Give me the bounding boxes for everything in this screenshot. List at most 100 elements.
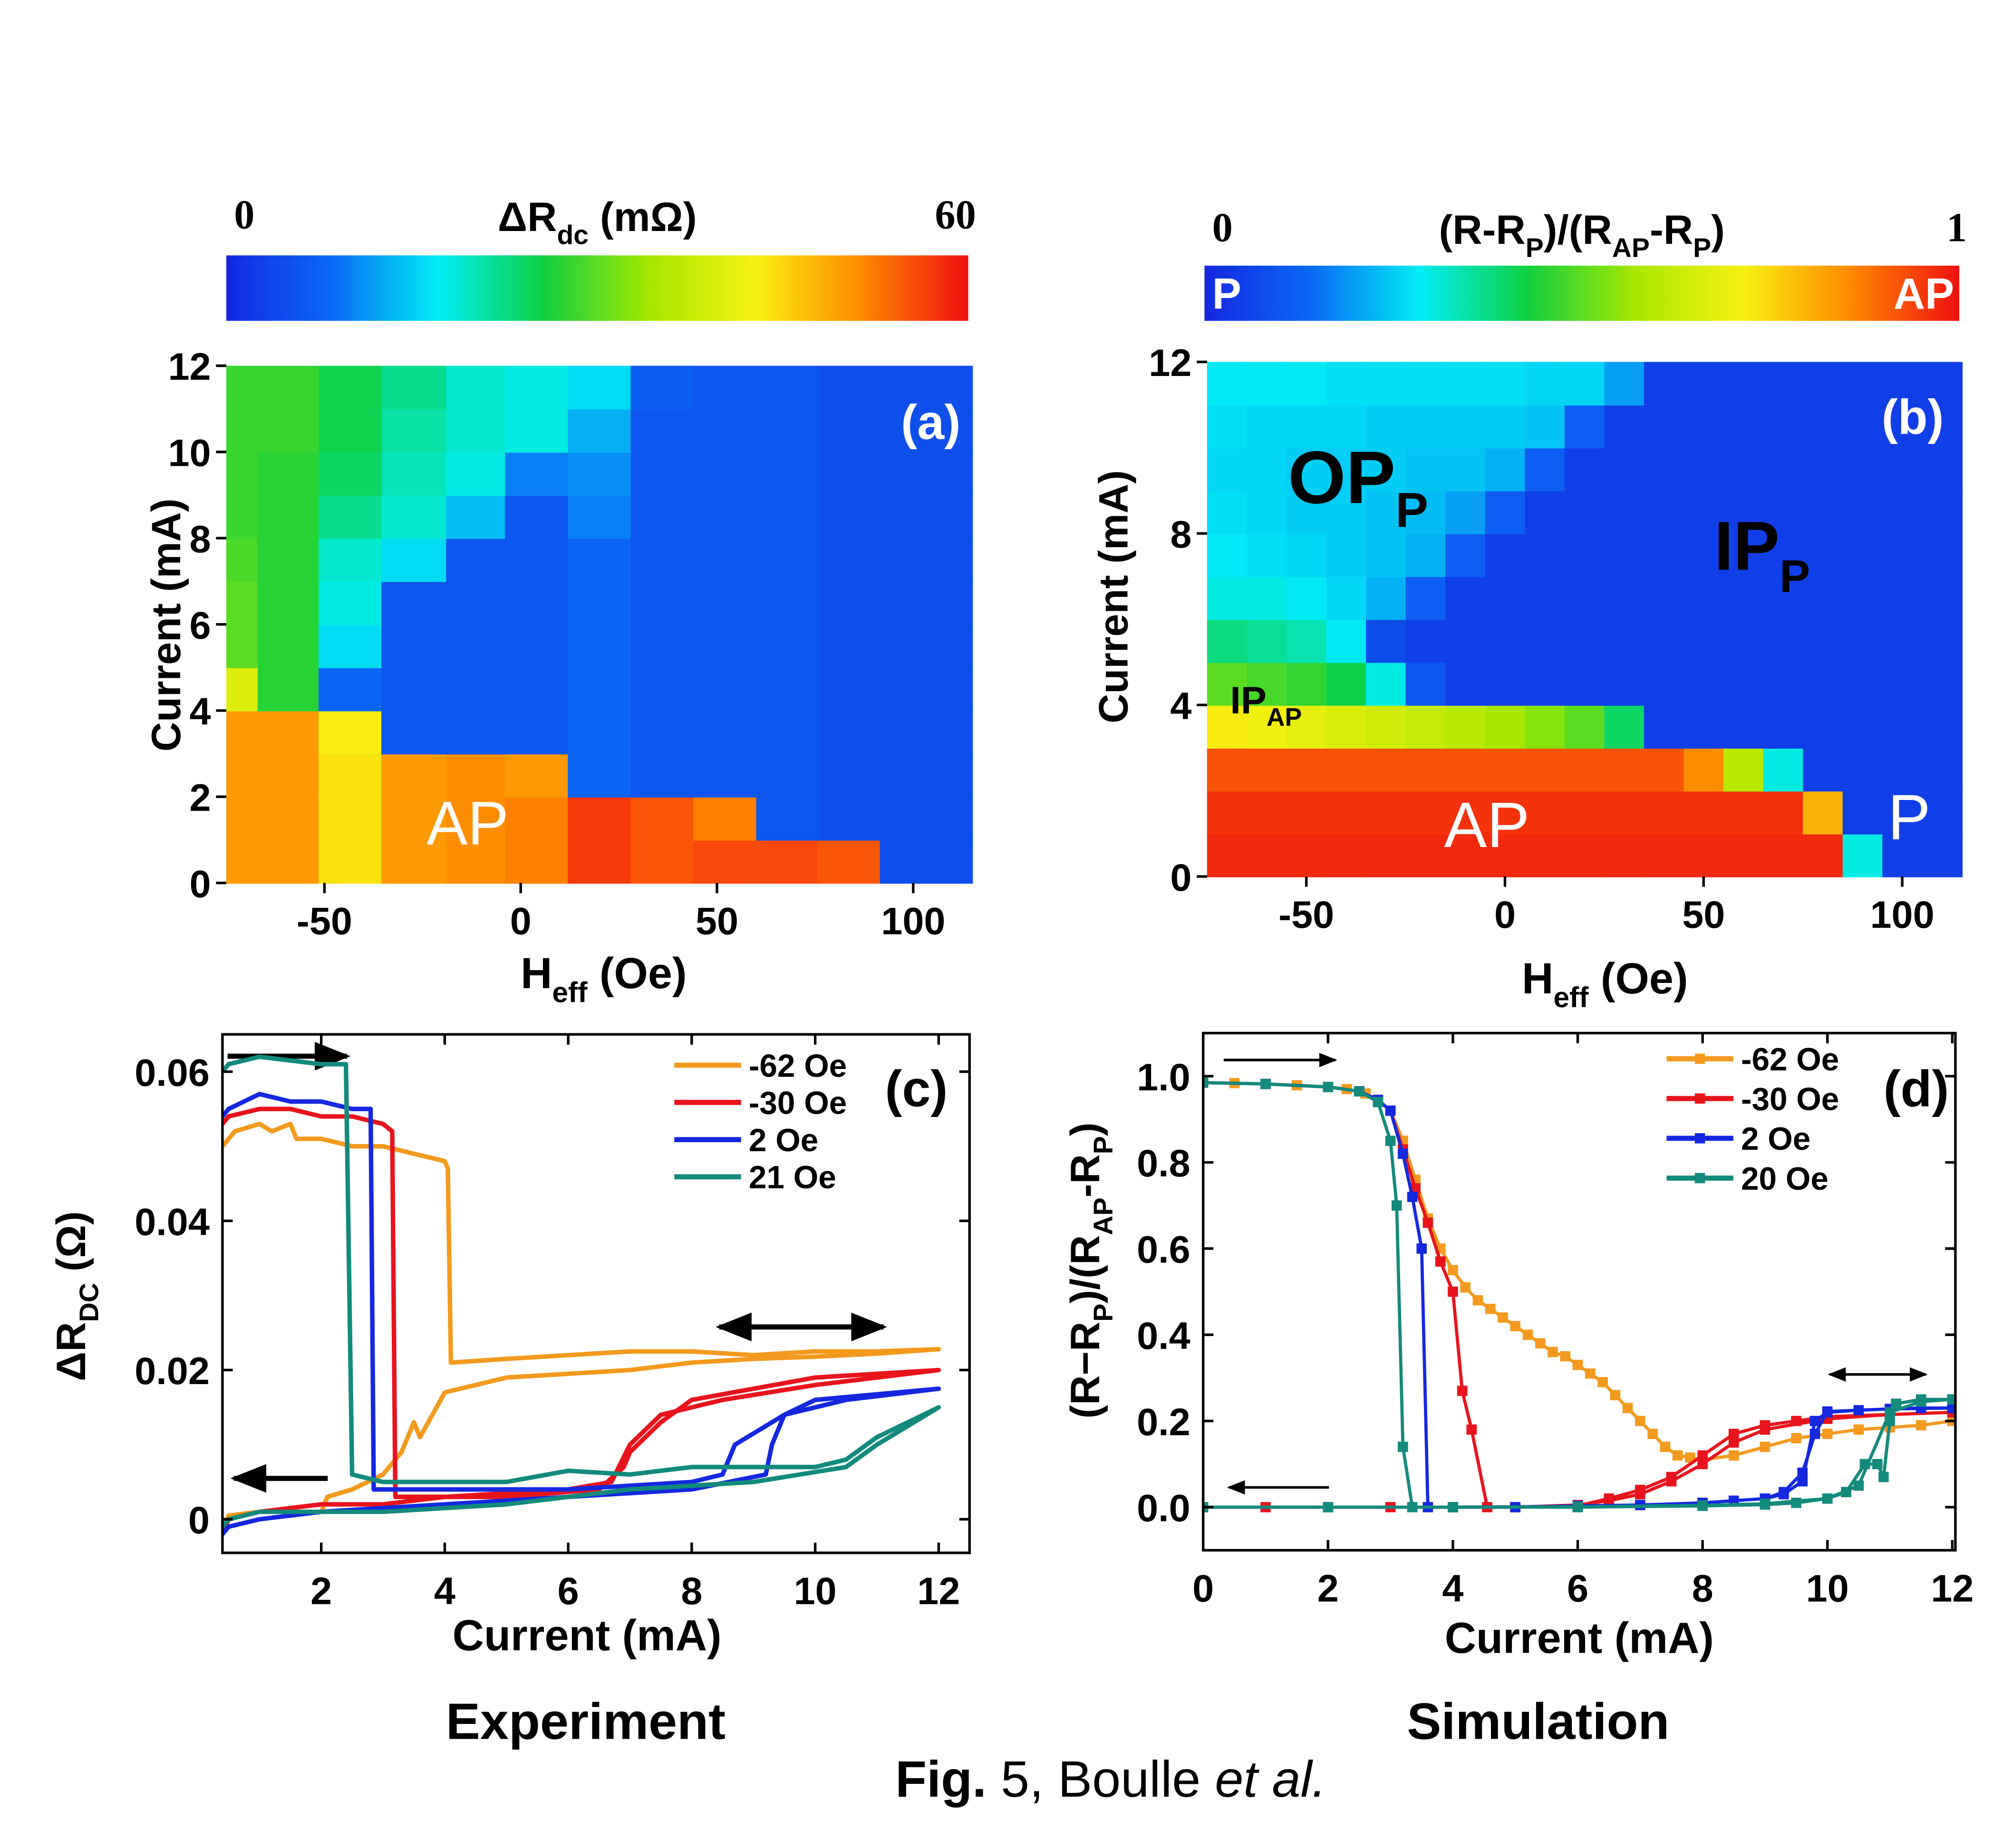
heatmap-cell <box>756 409 818 453</box>
colorbar <box>1204 265 1959 321</box>
heatmap-cell <box>1286 790 1327 835</box>
heatmap-cell <box>1803 576 1844 620</box>
series-marker <box>1728 1428 1739 1439</box>
series-marker <box>1472 1295 1483 1306</box>
heatmap-cell <box>1366 619 1407 663</box>
heatmap-cell <box>226 624 259 668</box>
text-part: 5, Boulle <box>987 1750 1215 1808</box>
heatmap-cell <box>817 495 881 539</box>
heatmap-cell <box>693 366 757 410</box>
series-marker <box>1510 1321 1521 1331</box>
series-marker <box>1797 1476 1808 1487</box>
heatmap-cell <box>1286 619 1327 663</box>
series-marker <box>1853 1405 1864 1415</box>
heatmap-cell <box>1326 619 1367 663</box>
heatmap-cell <box>1326 576 1367 620</box>
heatmap-cell <box>817 538 881 582</box>
heatmap-cell <box>1286 662 1327 706</box>
heatmap-cell <box>1922 748 1963 792</box>
text-part: (a) <box>901 395 960 449</box>
heatmap-cell <box>319 452 382 496</box>
y-tick-label: 4 <box>190 691 211 733</box>
heatmap-cell <box>1723 362 1764 406</box>
heatmap-cell <box>630 753 695 798</box>
heatmap-cell <box>630 495 695 539</box>
heatmap-cell <box>1604 662 1645 706</box>
text-part: (R−R <box>1063 1322 1108 1419</box>
series-marker <box>1323 1082 1334 1092</box>
y-tick-label: 1.0 <box>1137 1056 1190 1099</box>
heatmap-cell <box>381 538 447 582</box>
legend-label: 21 Oe <box>749 1160 836 1195</box>
series-marker <box>1585 1368 1596 1379</box>
heatmap-cell <box>1405 576 1446 620</box>
y-tick-label: 0 <box>1170 857 1191 899</box>
series-marker <box>1498 1312 1508 1323</box>
heatmap-cell <box>1683 833 1724 877</box>
series-marker <box>1385 1136 1396 1146</box>
heatmap-cell <box>1922 404 1963 449</box>
text-part: Fig. <box>895 1750 987 1808</box>
heatmap-cell <box>1445 362 1486 406</box>
heatmap-cell <box>1564 705 1605 749</box>
text-part: IP <box>1230 679 1267 722</box>
heatmap-cell <box>1485 790 1526 835</box>
heatmap-cell <box>1882 619 1923 663</box>
heatmap-cell <box>1882 748 1923 792</box>
text-part: dc <box>557 220 589 250</box>
series-marker <box>1435 1256 1446 1267</box>
heatmap-cell <box>1207 619 1248 663</box>
heatmap-cell <box>1644 404 1685 449</box>
text-part: et al. <box>1215 1750 1326 1808</box>
heatmap-cell <box>1366 662 1407 706</box>
series-marker <box>1916 1396 1926 1407</box>
text-part: AP <box>1088 1197 1119 1235</box>
heatmap-cell <box>1525 748 1566 792</box>
text-part: )/(R <box>1544 207 1612 253</box>
heatmap-cell <box>1922 447 1963 491</box>
heatmap-cell <box>258 753 319 798</box>
y-tick-label: 4 <box>1170 685 1191 728</box>
y-tick-label: 0.2 <box>1137 1401 1190 1444</box>
x-tick-label: 12 <box>1931 1568 1974 1610</box>
series-marker <box>1323 1502 1334 1512</box>
heatmap-cell <box>1723 833 1764 877</box>
heatmap-cell <box>756 839 818 884</box>
y-tick-label: 8 <box>190 518 211 561</box>
heatmap-cell <box>1366 533 1407 578</box>
x-tick-label: 10 <box>794 1570 837 1613</box>
heatmap-cell <box>1326 705 1367 749</box>
heatmap-cell <box>505 409 569 453</box>
heatmap-cell <box>1683 619 1724 663</box>
heatmap-cell <box>1564 662 1605 706</box>
heatmap-cell <box>1723 447 1764 491</box>
x-tick-label: 6 <box>558 1570 579 1613</box>
text-part: P <box>1780 551 1810 602</box>
heatmap-cell <box>942 581 973 626</box>
heatmap-cell <box>1683 748 1724 792</box>
heatmap-cell <box>1366 833 1407 877</box>
heatmap-cell <box>1882 447 1923 491</box>
heatmap-cell <box>1405 447 1446 491</box>
heatmap-cell <box>1366 576 1407 620</box>
heatmap-cell <box>1803 748 1844 792</box>
heatmap-cell <box>226 581 259 626</box>
heatmap-cell <box>817 667 881 712</box>
series-marker <box>1947 1394 1955 1405</box>
annotation: (b) <box>1882 390 1944 444</box>
x-tick-label: 50 <box>696 900 738 943</box>
heatmap-cell <box>1842 533 1883 578</box>
heatmap-cell <box>1564 748 1605 792</box>
heatmap-cell <box>1286 362 1327 406</box>
heatmap-cell <box>1683 447 1724 491</box>
heatmap-cell <box>1366 748 1407 792</box>
text-part: )/(R <box>1063 1235 1108 1304</box>
series-marker <box>1660 1442 1671 1452</box>
heatmap-cell <box>693 409 757 453</box>
heatmap-cell <box>1326 790 1367 835</box>
heatmap-cell <box>446 667 506 712</box>
heatmap-cell <box>258 452 319 496</box>
heatmap-cell <box>1405 619 1446 663</box>
heatmap-cell <box>1525 790 1566 835</box>
y-tick-label: 0.0 <box>1137 1487 1190 1530</box>
